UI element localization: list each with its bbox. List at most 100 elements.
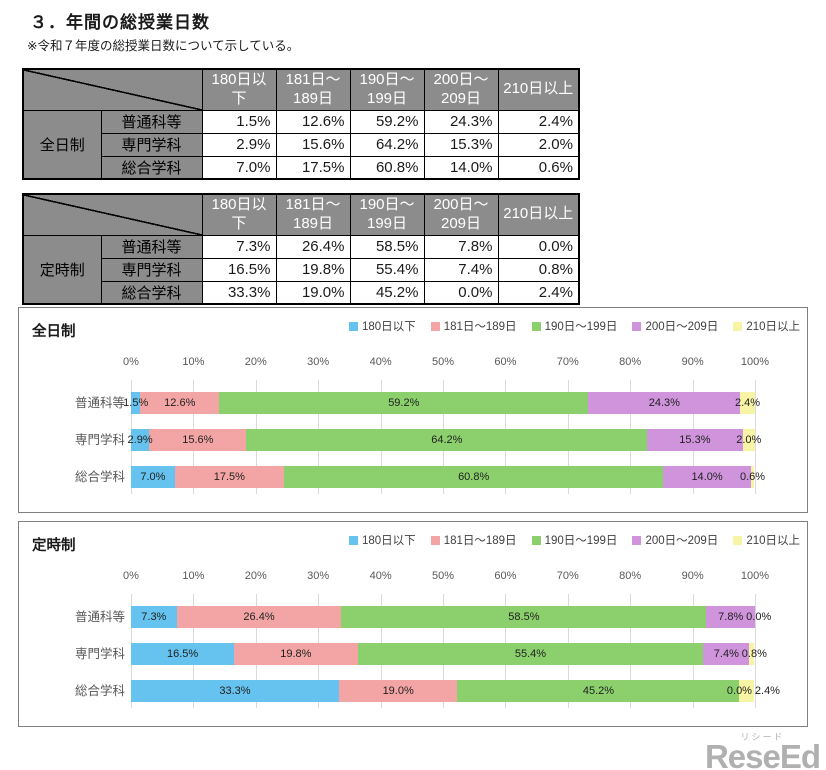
legend-item: 210日以上 xyxy=(733,318,800,334)
category-label: 普通科等 xyxy=(74,610,125,624)
value-cell: 64.2% xyxy=(349,132,425,157)
value-cell: 15.6% xyxy=(275,132,351,157)
axis-tick-label: 80% xyxy=(619,356,642,368)
bar-value-label: 12.6% xyxy=(164,397,196,409)
bar-segment xyxy=(739,680,755,702)
bar-value-label: 7.3% xyxy=(141,611,167,623)
value-cell: 24.3% xyxy=(423,109,499,134)
gridline xyxy=(755,594,756,708)
value-cell: 2.4% xyxy=(497,280,580,305)
row-label-cell: 総合学科 xyxy=(100,280,203,305)
bar-value-label: 17.5% xyxy=(213,471,245,483)
stacked-bar xyxy=(131,680,755,702)
column-header: 200日～209日 xyxy=(423,193,499,236)
row-label-cell: 総合学科 xyxy=(100,155,203,180)
axis-tick-label: 40% xyxy=(369,570,392,582)
legend-label: 200日～209日 xyxy=(645,321,719,333)
legend-label: 190日～199日 xyxy=(544,321,618,333)
legend-item: 190日～199日 xyxy=(531,532,617,548)
diagonal-cell xyxy=(22,193,203,236)
axis-tick-label: 70% xyxy=(556,570,579,582)
category-label: 専門学科 xyxy=(74,433,125,447)
bar-segment xyxy=(706,606,755,628)
bar-segment xyxy=(457,680,740,702)
bar-segment xyxy=(131,466,175,488)
row-label-cell: 専門学科 xyxy=(100,257,203,282)
value-cell: 45.2% xyxy=(349,280,425,305)
stacked-bar xyxy=(131,606,755,628)
table-parttime: 180日以下 181日～189日 190日～199日 200日～209日 210日以上定… xyxy=(22,193,580,305)
category-label: 専門学科 xyxy=(74,647,125,661)
axis-tick-label: 70% xyxy=(556,356,579,368)
bar-value-label: 2.9% xyxy=(127,434,153,446)
value-cell: 60.8% xyxy=(349,155,425,180)
bar-segment xyxy=(647,429,743,451)
axis-tick-label: 20% xyxy=(244,570,267,582)
bar-segment xyxy=(131,429,150,451)
bar-value-label: 55.4% xyxy=(514,648,547,660)
legend-swatch xyxy=(733,535,743,545)
value-cell: 2.9% xyxy=(201,132,277,157)
axis-tick-label: 0% xyxy=(123,356,139,368)
value-cell: 1.5% xyxy=(201,109,277,134)
legend-item: 200日～209日 xyxy=(632,318,718,334)
axis-tick-label: 10% xyxy=(182,356,205,368)
axis-tick-label: 90% xyxy=(681,356,704,368)
legend-label: 181日～189日 xyxy=(443,535,517,547)
bar-value-label: 24.3% xyxy=(648,397,680,409)
bar-value-label: 26.4% xyxy=(243,611,275,623)
bar-value-label: 2.0% xyxy=(736,434,762,446)
stacked-bar xyxy=(131,392,755,414)
axis-tick-label: 30% xyxy=(307,570,330,582)
value-cell: 0.8% xyxy=(497,257,580,282)
value-cell: 16.5% xyxy=(201,257,277,282)
bar-value-label: 7.8% xyxy=(718,611,744,623)
legend-swatch xyxy=(349,535,358,545)
axis-tick-label: 10% xyxy=(182,570,205,582)
bar-value-label: 58.5% xyxy=(508,611,540,623)
logo-text: ReseEd xyxy=(704,738,821,770)
bar-value-label: 45.2% xyxy=(582,685,615,697)
bar-value-label: 0.6% xyxy=(740,471,766,483)
bar-segment xyxy=(283,466,664,488)
page-note: ※令和７年度の総授業日数について示している。 xyxy=(27,39,300,53)
bar-value-label: 14.0% xyxy=(691,471,723,483)
value-cell: 2.0% xyxy=(497,132,580,157)
axis-tick-label: 100% xyxy=(740,570,770,582)
bar-segment xyxy=(750,466,755,488)
bar-segment xyxy=(357,643,704,665)
legend-label: 181日～189日 xyxy=(443,321,517,333)
axis-tick-label: 50% xyxy=(431,570,455,582)
legend-label: 210日以上 xyxy=(746,321,800,333)
row-label-cell: 普通科等 xyxy=(100,109,203,134)
bar-value-label: 0.8% xyxy=(741,648,767,660)
table-header-row: 180日以下 181日～189日 190日～199日 200日～209日 210日以上 xyxy=(22,68,580,111)
legend-label: 180日以下 xyxy=(362,321,416,333)
value-cell: 17.5% xyxy=(275,155,351,180)
bar-segment xyxy=(663,466,751,488)
page-title: ３．年間の総授業日数 xyxy=(30,13,210,32)
column-header: 210日以上 xyxy=(497,68,580,111)
bar-value-label: 7.4% xyxy=(713,648,739,660)
value-cell: 2.4% xyxy=(497,109,580,134)
value-cell: 58.5% xyxy=(349,234,425,259)
legend-swatch xyxy=(632,535,642,545)
legend-label: 200日～209日 xyxy=(645,535,719,547)
legend-swatch xyxy=(430,321,440,331)
axis-tick-label: 60% xyxy=(494,356,517,368)
bar-segment xyxy=(140,392,219,414)
value-cell: 59.2% xyxy=(349,109,425,134)
value-cell: 7.4% xyxy=(423,257,499,282)
column-header: 190日～199日 xyxy=(349,193,425,236)
value-cell: 14.0% xyxy=(423,155,499,180)
bar-segment xyxy=(149,429,247,451)
value-cell: 15.3% xyxy=(423,132,499,157)
bar-segment xyxy=(588,392,740,414)
chart-panel-parttime: 定時制 180日以下 181日～189日 190日～199日 200日～209日 210日… xyxy=(18,521,808,727)
chart-legend: 180日以下 181日～189日 190日～199日 200日～209日 210日以上 xyxy=(349,532,800,548)
bar-value-label: 59.2% xyxy=(388,397,420,409)
column-header: 181日～189日 xyxy=(275,68,351,111)
value-cell: 7.0% xyxy=(201,155,277,180)
legend-swatch xyxy=(531,321,541,331)
column-header: 180日以下 xyxy=(201,68,277,111)
